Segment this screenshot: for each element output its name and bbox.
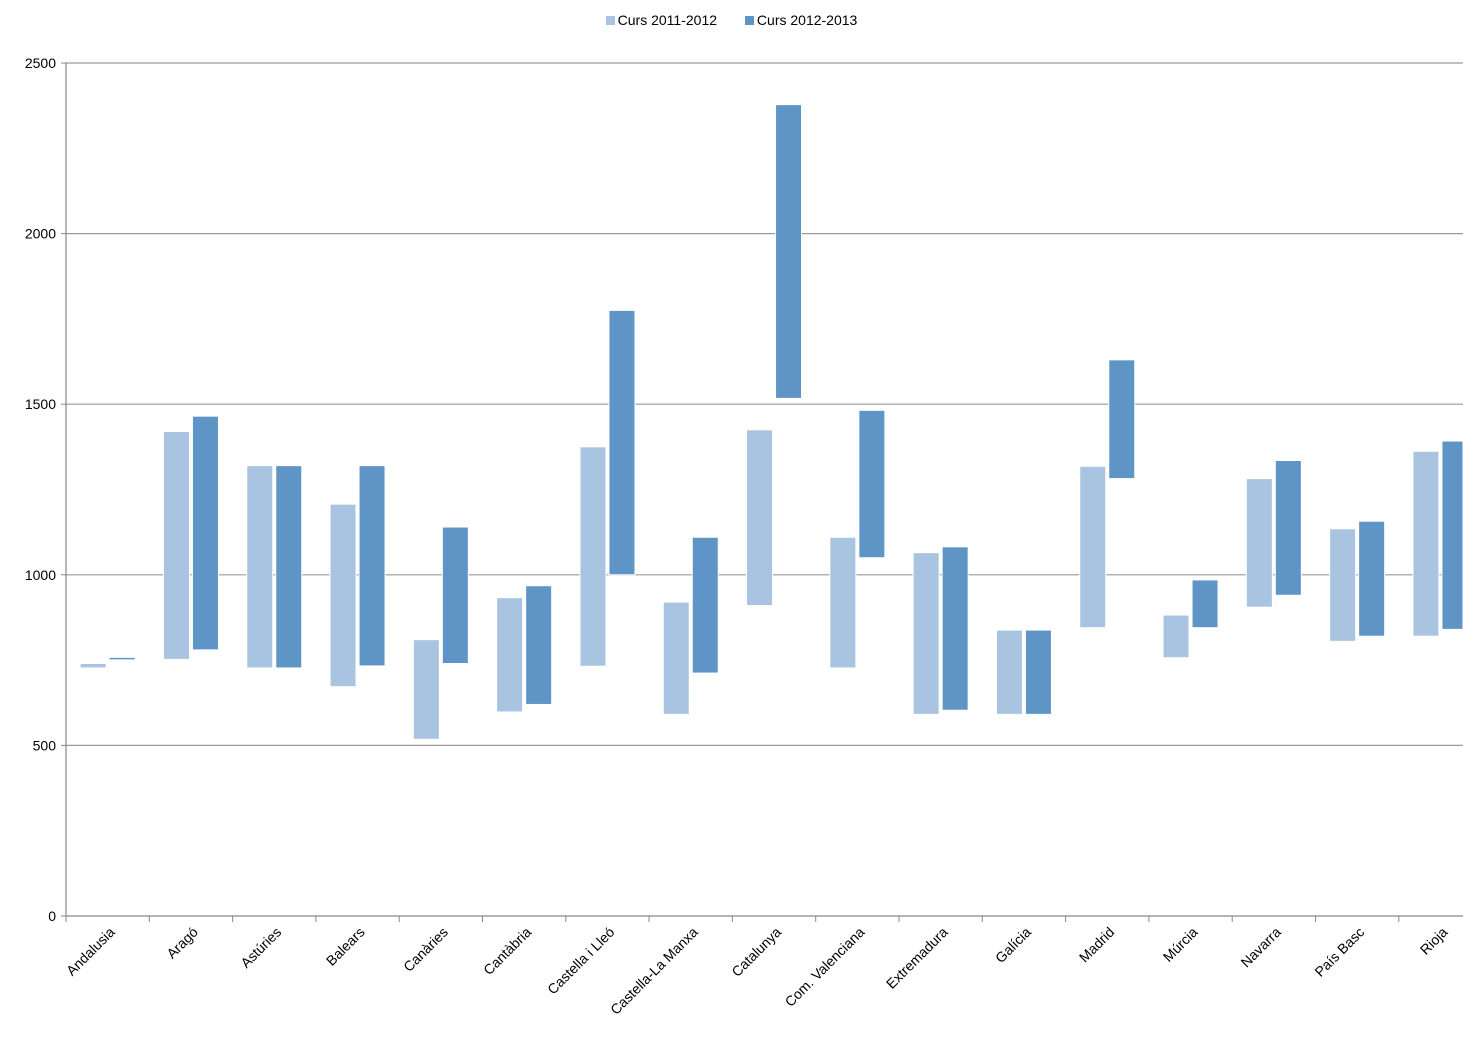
bar-series-1-pa-s-basc bbox=[1329, 528, 1357, 642]
x-tick-label: Extremadura bbox=[883, 924, 951, 992]
y-tick-label: 2500 bbox=[25, 55, 56, 71]
bar-series-2-extremadura bbox=[941, 546, 969, 711]
bar-series-1-m-rcia bbox=[1162, 614, 1190, 659]
bar-series-2-can-ries bbox=[441, 526, 469, 665]
bar-series-1-extremadura bbox=[912, 552, 940, 715]
bar-series-2-ast-ries bbox=[275, 465, 303, 669]
legend-swatch-series-1 bbox=[605, 16, 615, 25]
bar-series-1-com-valenciana bbox=[829, 536, 857, 669]
x-tick-label: Catalunya bbox=[728, 924, 784, 980]
bar-series-1-andalusia bbox=[79, 663, 107, 669]
bar-series-2-balears bbox=[358, 465, 386, 667]
bar-series-2-madrid bbox=[1108, 359, 1136, 480]
bar-series-1-ast-ries bbox=[246, 465, 274, 669]
legend-label-series-2: Curs 2012-2013 bbox=[756, 12, 858, 28]
x-tick-label: Cantàbria bbox=[480, 924, 534, 978]
y-tick-label: 1000 bbox=[25, 567, 56, 583]
x-tick-label: Balears bbox=[323, 924, 368, 969]
bar-series-1-gal-cia bbox=[995, 629, 1023, 715]
bar-series-1-balears bbox=[329, 503, 357, 688]
y-tick-label: 2000 bbox=[25, 226, 56, 242]
gridlines bbox=[61, 62, 1463, 917]
bar-series-2-castella-i-lle- bbox=[608, 309, 636, 576]
bar-series-2-castella-la-manxa bbox=[691, 536, 719, 674]
chart-legend: Curs 2011-2012 Curs 2012-2013 bbox=[0, 12, 1463, 28]
bar-series-2-gal-cia bbox=[1024, 629, 1052, 715]
x-tick-label: Aragó bbox=[163, 924, 201, 962]
bars bbox=[79, 104, 1463, 740]
x-tick-label: Andalusia bbox=[63, 924, 118, 979]
x-tick-label: Astúries bbox=[237, 924, 284, 971]
bar-series-2-catalunya bbox=[775, 104, 803, 399]
bar-series-1-madrid bbox=[1079, 465, 1107, 629]
bar-series-1-navarra bbox=[1245, 478, 1273, 608]
bar-series-2-pa-s-basc bbox=[1358, 520, 1386, 637]
bar-series-2-cant-bria bbox=[525, 585, 553, 705]
bar-series-2-andalusia bbox=[108, 656, 136, 661]
legend-swatch-series-2 bbox=[744, 16, 754, 25]
bar-series-2-navarra bbox=[1274, 459, 1302, 596]
x-tick-label: Galícia bbox=[992, 924, 1034, 966]
bar-series-1-rioja bbox=[1412, 450, 1440, 637]
bar-series-1-can-ries bbox=[412, 639, 440, 740]
x-tick-labels: Andalusia Aragó Astúries Balears Canàries Can… bbox=[63, 924, 1451, 1018]
y-tick-label: 0 bbox=[48, 908, 56, 924]
bar-series-2-arag- bbox=[191, 415, 219, 651]
legend-label-series-1: Curs 2011-2012 bbox=[617, 12, 718, 28]
x-tick-label: Castella-La Manxa bbox=[607, 924, 701, 1018]
y-tick-label: 500 bbox=[33, 737, 57, 753]
legend-item-series-2: Curs 2012-2013 bbox=[744, 12, 858, 28]
y-tick-label: 1500 bbox=[25, 396, 56, 412]
x-tick-label: Múrcia bbox=[1160, 924, 1201, 965]
bar-series-1-catalunya bbox=[746, 429, 774, 607]
y-tick-labels: 0 500 1000 1500 2000 2500 bbox=[25, 55, 56, 924]
bar-series-2-rioja bbox=[1441, 440, 1463, 630]
x-tick-label: Castella i Lleó bbox=[544, 924, 618, 998]
bar-series-2-m-rcia bbox=[1191, 579, 1219, 629]
x-tick-label: Madrid bbox=[1076, 924, 1118, 966]
bar-series-1-arag- bbox=[162, 430, 190, 660]
legend-item-series-1: Curs 2011-2012 bbox=[605, 12, 718, 28]
x-tick-label: Navarra bbox=[1237, 924, 1284, 971]
x-tick-label: Canàries bbox=[400, 924, 451, 975]
bar-series-1-castella-i-lle- bbox=[579, 446, 607, 667]
bar-series-2-com-valenciana bbox=[858, 409, 886, 559]
axes bbox=[65, 63, 1463, 922]
bar-series-1-cant-bria bbox=[496, 597, 524, 713]
bar-series-1-castella-la-manxa bbox=[662, 601, 690, 715]
x-tick-label: Rioja bbox=[1417, 924, 1451, 958]
x-tick-label: Com. Valenciana bbox=[782, 924, 868, 1010]
x-tick-label: País Basc bbox=[1311, 924, 1367, 980]
